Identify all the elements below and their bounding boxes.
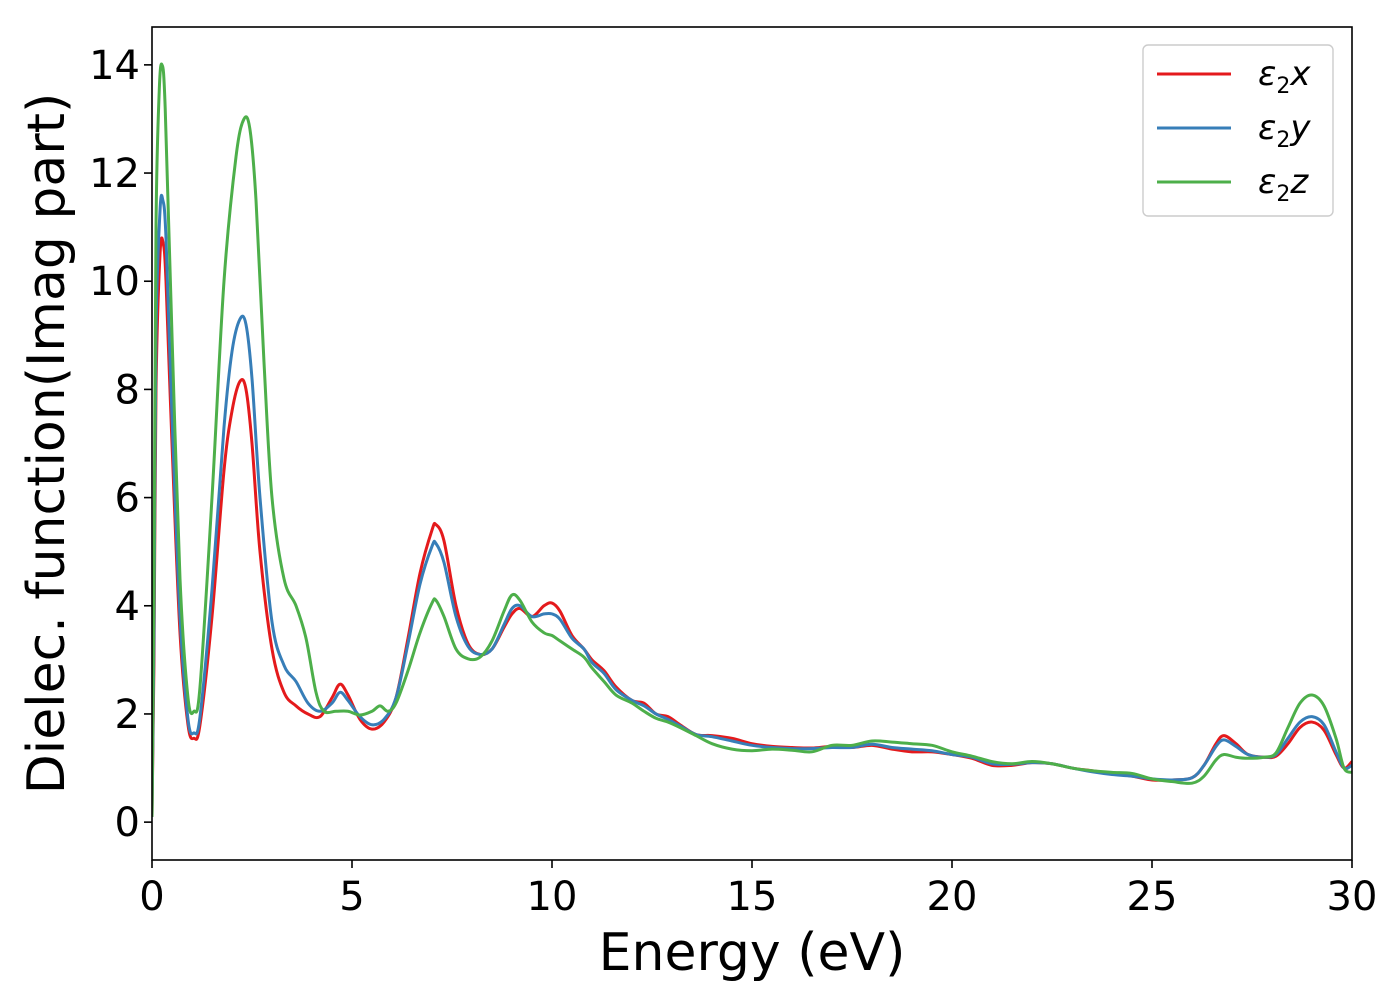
y-tick-label: 14 bbox=[89, 43, 140, 89]
series-line-z bbox=[152, 62, 1352, 817]
legend-label-z: ε2z bbox=[1258, 162, 1309, 207]
y-tick-label: 0 bbox=[115, 800, 140, 846]
y-tick-label: 4 bbox=[115, 584, 140, 630]
x-tick-label: 10 bbox=[527, 874, 578, 920]
legend-label-x: ε2x bbox=[1258, 54, 1311, 99]
legend: ε2x ε2y ε2z bbox=[1142, 44, 1334, 217]
x-tick-label: 30 bbox=[1327, 874, 1378, 920]
x-tick-label: 20 bbox=[927, 874, 978, 920]
plot-lines bbox=[152, 62, 1352, 817]
series-line-y bbox=[152, 193, 1352, 817]
legend-label-y: ε2y bbox=[1258, 108, 1311, 153]
y-ticks: 0 2 4 6 8 10 12 14 bbox=[89, 43, 152, 846]
series-line-x bbox=[152, 236, 1352, 817]
y-tick-label: 2 bbox=[115, 692, 140, 738]
x-axis-label: Energy (eV) bbox=[599, 923, 906, 983]
x-tick-label: 25 bbox=[1127, 874, 1178, 920]
y-tick-label: 12 bbox=[89, 151, 140, 197]
legend-box bbox=[1142, 44, 1334, 217]
x-ticks: 0 5 10 15 20 25 30 bbox=[139, 860, 1377, 920]
y-tick-label: 10 bbox=[89, 259, 140, 305]
y-tick-label: 6 bbox=[115, 476, 140, 522]
x-tick-label: 0 bbox=[139, 874, 164, 920]
x-tick-label: 15 bbox=[727, 874, 778, 920]
y-tick-label: 8 bbox=[115, 367, 140, 413]
y-axis-label: Dielec. function(Imag part) bbox=[17, 93, 77, 795]
x-tick-label: 5 bbox=[339, 874, 364, 920]
